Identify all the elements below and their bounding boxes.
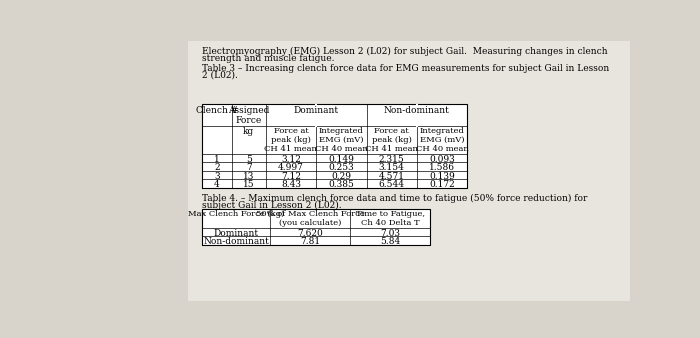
Text: Integrated
EMG (mV)
CH 40 mean: Integrated EMG (mV) CH 40 mean <box>416 127 468 153</box>
Text: 2 (L02).: 2 (L02). <box>202 71 238 79</box>
Bar <box>188 41 630 301</box>
Text: strength and muscle fatigue.: strength and muscle fatigue. <box>202 54 335 63</box>
Text: Max Clench Force (kg): Max Clench Force (kg) <box>188 210 284 218</box>
Text: 0.172: 0.172 <box>429 180 455 189</box>
Text: Table 3 – Increasing clench force data for EMG measurements for subject Gail in : Table 3 – Increasing clench force data f… <box>202 64 610 73</box>
Text: 7.620: 7.620 <box>298 229 323 238</box>
Text: 0.385: 0.385 <box>328 180 354 189</box>
Text: 7.03: 7.03 <box>380 229 400 238</box>
Text: 5: 5 <box>246 155 251 164</box>
Text: 0.139: 0.139 <box>429 172 455 181</box>
Text: subject Gail in Lesson 2 (L02).: subject Gail in Lesson 2 (L02). <box>202 201 342 210</box>
Text: Dominant: Dominant <box>214 229 259 238</box>
Text: Electromyography (EMG) Lesson 2 (L02) for subject Gail.  Measuring changes in cl: Electromyography (EMG) Lesson 2 (L02) fo… <box>202 47 608 56</box>
Text: 8.43: 8.43 <box>281 180 301 189</box>
Text: Force at
peak (kg)
CH 41 mean: Force at peak (kg) CH 41 mean <box>265 127 317 153</box>
Text: 2: 2 <box>214 163 220 172</box>
Text: 2.315: 2.315 <box>379 155 405 164</box>
Text: 7.12: 7.12 <box>281 172 301 181</box>
Text: Table 4. – Maximum clench force data and time to fatigue (50% force reduction) f: Table 4. – Maximum clench force data and… <box>202 194 587 203</box>
Text: 7.81: 7.81 <box>300 237 321 246</box>
Text: 4: 4 <box>214 180 220 189</box>
Text: Dominant: Dominant <box>293 106 339 115</box>
Text: 13: 13 <box>243 172 254 181</box>
Text: Force at
peak (kg)
CH 41 mean: Force at peak (kg) CH 41 mean <box>365 127 418 153</box>
Text: Assigned
Force
kg: Assigned Force kg <box>228 106 270 136</box>
Text: Clench #: Clench # <box>196 106 238 115</box>
Text: 0.253: 0.253 <box>328 163 354 172</box>
Text: Integrated
EMG (mV)
CH 40 mean: Integrated EMG (mV) CH 40 mean <box>315 127 368 153</box>
Text: 3: 3 <box>214 172 220 181</box>
Text: Non-dominant: Non-dominant <box>204 237 270 246</box>
Text: 1: 1 <box>214 155 220 164</box>
Bar <box>202 209 430 245</box>
Text: 4.997: 4.997 <box>278 163 304 172</box>
Text: 1.586: 1.586 <box>429 163 455 172</box>
Text: 3.154: 3.154 <box>379 163 405 172</box>
Text: 3.12: 3.12 <box>281 155 301 164</box>
Text: 0.149: 0.149 <box>328 155 354 164</box>
Text: 4.571: 4.571 <box>379 172 405 181</box>
Text: Time to Fatigue,
Ch 40 Delta T: Time to Fatigue, Ch 40 Delta T <box>356 210 425 227</box>
Text: 0.29: 0.29 <box>331 172 351 181</box>
Text: 7: 7 <box>246 163 251 172</box>
Text: 5.84: 5.84 <box>380 237 400 246</box>
Bar <box>202 104 468 188</box>
Text: 15: 15 <box>243 180 255 189</box>
Text: 6.544: 6.544 <box>379 180 405 189</box>
Text: 0.093: 0.093 <box>429 155 455 164</box>
Text: 50% of Max Clench Force
(you calculate): 50% of Max Clench Force (you calculate) <box>256 210 365 227</box>
Text: Non-dominant: Non-dominant <box>384 106 450 115</box>
